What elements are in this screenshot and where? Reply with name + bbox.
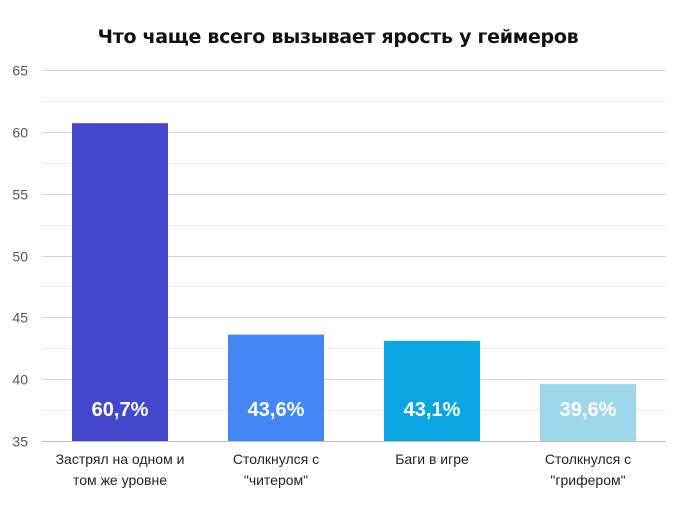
bar bbox=[384, 340, 480, 441]
chart-title: Что чаще всего вызывает ярость у геймеро… bbox=[97, 26, 579, 48]
bar bbox=[540, 384, 636, 441]
y-tick-label: 40 bbox=[12, 372, 28, 388]
category-label: Застрял на одном и bbox=[56, 451, 185, 467]
category-label: "читером" bbox=[244, 472, 308, 488]
y-tick-label: 35 bbox=[12, 434, 28, 450]
bar bbox=[228, 334, 324, 441]
bar bbox=[72, 123, 168, 441]
data-label: 43,1% bbox=[404, 399, 461, 421]
category-label: Столкнулся с bbox=[233, 451, 319, 467]
data-label: 39,6% bbox=[560, 399, 617, 421]
y-tick-label: 60 bbox=[12, 125, 28, 141]
category-label: том же уровне bbox=[73, 472, 167, 488]
y-tick-label: 65 bbox=[12, 63, 28, 79]
y-tick-label: 45 bbox=[12, 310, 28, 326]
category-label: Баги в игре bbox=[395, 451, 469, 467]
data-label: 60,7% bbox=[92, 399, 149, 421]
y-tick-label: 50 bbox=[12, 249, 28, 265]
category-label: "грифером" bbox=[550, 472, 625, 488]
y-tick-label: 55 bbox=[12, 187, 28, 203]
category-label: Столкнулся с bbox=[545, 451, 631, 467]
data-label: 43,6% bbox=[248, 399, 305, 421]
